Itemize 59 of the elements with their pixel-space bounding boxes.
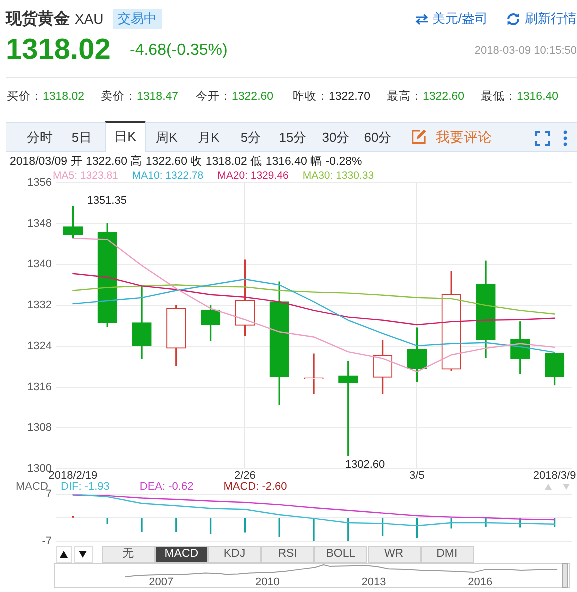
y-tick-label: -7 — [42, 535, 52, 548]
text: 月K — [198, 130, 220, 145]
y-tick-label: 1332 — [28, 300, 52, 312]
y-tick-label: 1348 — [28, 218, 52, 230]
y-tick-label: 1316 — [28, 381, 52, 394]
text: MA10: 1322.78 — [132, 170, 204, 183]
text: 分时 — [27, 130, 53, 145]
x-tick-label: 2/26 — [234, 470, 256, 482]
x-tick-label: 2010 — [255, 576, 280, 589]
text: 今开：1322.60 — [196, 91, 274, 103]
text: 刷新行情 — [525, 10, 577, 28]
text: 美元/盎司 — [432, 10, 488, 28]
text: -4.68(-0.35%) — [130, 41, 228, 60]
text: 5日 — [72, 130, 92, 145]
x-tick-label: 3/5 — [410, 470, 425, 482]
chart-title: 现货黄金 — [6, 10, 70, 30]
text: 2018-03-09 10:15:50 — [474, 45, 577, 58]
y-tick-label: 1356 — [28, 177, 52, 190]
text: 卖价：1318.47 — [101, 91, 179, 103]
text: MA30: 1330.33 — [302, 170, 374, 183]
y-tick-label: 7 — [46, 488, 52, 501]
chart-subtitle: XAU — [75, 11, 104, 27]
x-tick-label: 2018/3/9 — [533, 470, 576, 482]
annotation: 1302.60 — [345, 458, 386, 471]
text: 5分 — [240, 130, 262, 145]
status-badge: 交易中 — [112, 9, 162, 29]
tab: 日K — [105, 121, 146, 152]
tab: BOLL — [314, 546, 368, 563]
x-tick-label: 2013 — [362, 576, 386, 589]
y-tick-label: 1324 — [28, 340, 52, 352]
tab: DMI — [420, 546, 474, 563]
x-tick-label: 2007 — [149, 576, 174, 589]
chart-title: MACD — [16, 481, 48, 493]
text: 周K — [156, 130, 178, 145]
text: 1318.02 — [6, 34, 111, 66]
annotation: 1351.35 — [87, 194, 127, 207]
tab: RSI — [261, 546, 314, 563]
tab: MACD — [155, 546, 208, 563]
y-tick-label: 1308 — [28, 422, 52, 434]
text: 30分 — [322, 130, 350, 145]
tab: WR — [368, 546, 421, 563]
y-tick-label: 1340 — [28, 258, 52, 271]
tab: 无 — [102, 546, 156, 563]
text: 最低：1316.40 — [481, 91, 559, 103]
series-label: DEA: -0.62 — [140, 481, 194, 494]
text: MA5: 1323.81 — [53, 170, 118, 183]
text: 15分 — [279, 130, 307, 145]
x-tick-label: 2016 — [468, 576, 493, 589]
text: 最高：1322.60 — [387, 91, 465, 103]
tab: KDJ — [208, 546, 262, 563]
series-label: DIF: -1.93 — [61, 481, 110, 494]
text: 1318.02 — [43, 91, 85, 103]
text: 60分 — [364, 130, 392, 145]
text: MA20: 1329.46 — [218, 170, 289, 183]
text: 昨收：1322.70 — [293, 91, 371, 103]
text: 买价： — [7, 91, 43, 103]
text: MACD: -2.60 — [224, 481, 288, 494]
text: 我要评论 — [436, 129, 492, 145]
text: 2018/03/09 开 1322.60 高 1322.60 收 1318.02 低 1316.40 幅 -0.28% — [10, 155, 362, 169]
